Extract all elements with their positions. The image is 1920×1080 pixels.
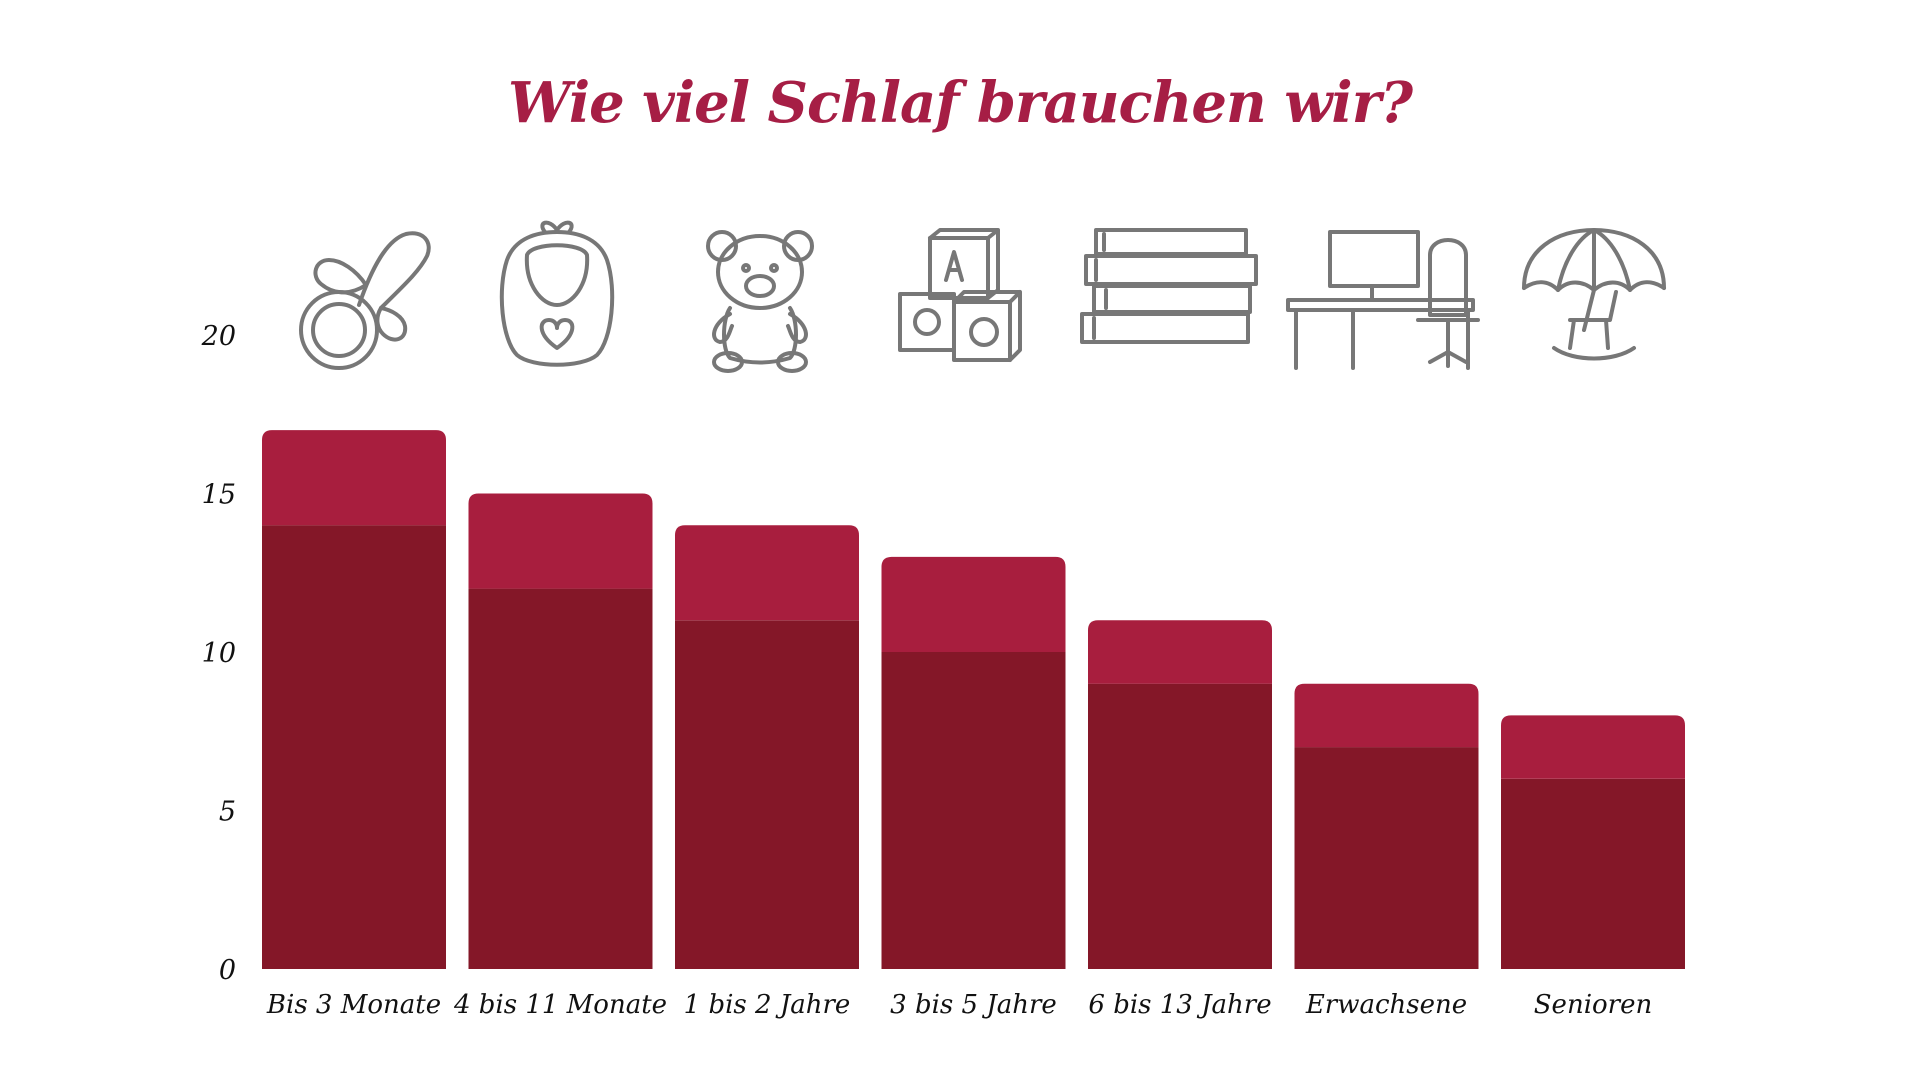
x-tick-label: Bis 3 Monate	[266, 990, 441, 1020]
bar-segment-base	[1294, 747, 1479, 969]
y-tick-label: 0	[219, 955, 236, 986]
bar-segment-base	[675, 620, 859, 969]
bar-segment-base	[881, 652, 1066, 969]
y-tick-label: 10	[202, 638, 236, 669]
teddy-bear-icon	[706, 230, 814, 373]
bar-segment-top	[262, 430, 446, 526]
x-tick-label: 1 bis 2 Jahre	[684, 990, 851, 1020]
desk-chair-icon	[1286, 230, 1480, 370]
category-icons	[299, 220, 1666, 373]
x-tick-label: Senioren	[1534, 990, 1652, 1020]
bib-icon	[499, 220, 615, 367]
bar-segment-base	[1501, 778, 1685, 969]
x-tick-label: 4 bis 11 Monate	[453, 990, 667, 1020]
y-tick-label: 5	[219, 797, 236, 828]
pacifier-icon	[299, 231, 431, 370]
bar-segment-top	[675, 525, 859, 621]
x-tick-label: 6 bis 13 Jahre	[1088, 990, 1271, 1020]
books-icon	[1080, 228, 1258, 344]
bar-segment-base	[468, 588, 653, 969]
x-tick-label: Erwachsene	[1305, 990, 1467, 1020]
bars	[262, 430, 1685, 969]
bar-segment-top	[1501, 715, 1685, 779]
umbrella-rocking-chair-icon	[1522, 228, 1666, 361]
y-tick-label: 15	[202, 480, 236, 511]
toy-blocks-icon	[898, 228, 1022, 362]
x-tick-label: 3 bis 5 Jahre	[890, 990, 1057, 1020]
chart-title: Wie viel Schlaf brauchen wir?	[507, 70, 1413, 136]
bar-segment-top	[1294, 683, 1479, 748]
y-tick-label: 20	[201, 321, 236, 352]
bar-segment-top	[468, 493, 653, 589]
bar-segment-top	[1088, 620, 1272, 684]
bar-segment-top	[881, 556, 1066, 652]
bar-segment-base	[1088, 683, 1272, 969]
bar-segment-base	[262, 525, 446, 969]
